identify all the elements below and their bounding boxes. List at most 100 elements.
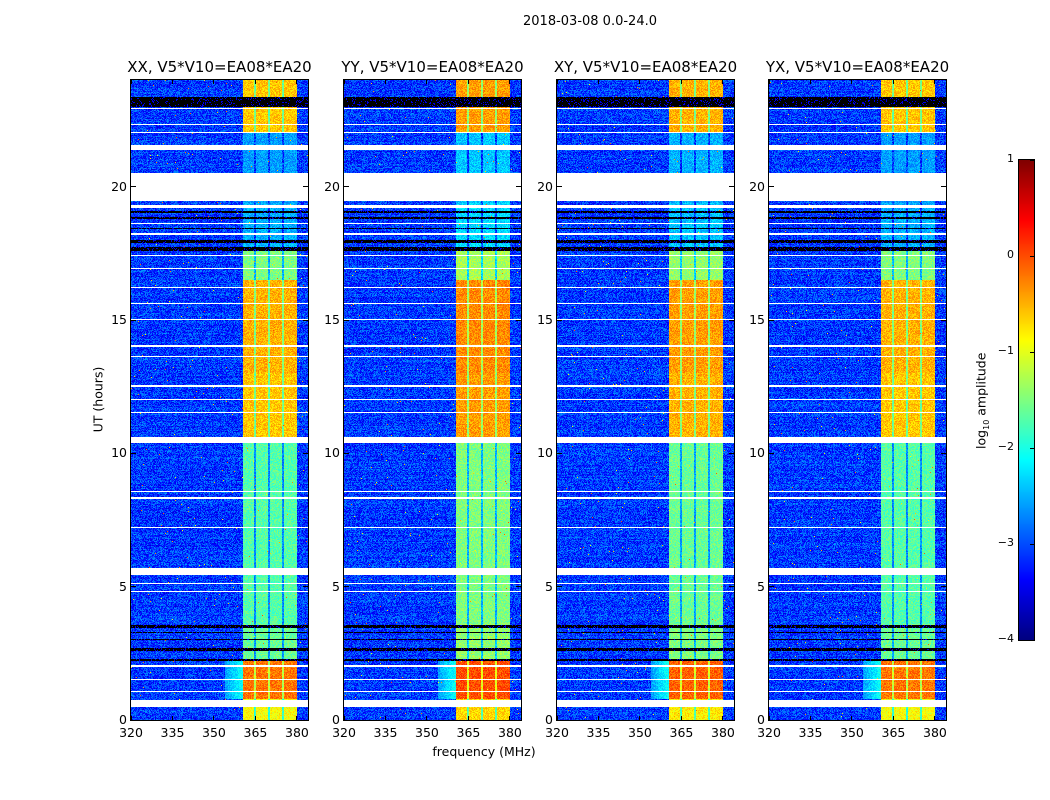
x-axis-label: frequency (MHz)	[432, 744, 536, 759]
x-tick-mark	[384, 80, 386, 84]
x-tick-mark	[556, 80, 558, 84]
y-tick-label: 0	[119, 712, 127, 727]
y-tick-label: 15	[111, 312, 127, 327]
y-tick-mark	[557, 452, 562, 454]
x-tick-mark	[171, 716, 173, 720]
x-tick-label: 335	[586, 725, 611, 740]
y-tick-mark	[344, 186, 349, 188]
y-tick-mark	[131, 186, 136, 188]
panel-xy: XY, V5*V10=EA08*EA20 320 335 350 365 380 0 5 10…	[537, 58, 737, 740]
colorbar-tick-mark	[1030, 639, 1034, 641]
y-tick-mark	[303, 186, 308, 188]
x-tick-mark	[809, 716, 811, 720]
colorbar-tick-label: 0	[1007, 248, 1014, 261]
colorbar-tick-mark	[1030, 159, 1034, 161]
y-tick-label: 10	[749, 445, 765, 461]
y-tick-mark	[303, 319, 308, 321]
y-tick-label: 15	[749, 312, 765, 327]
y-tick-mark	[729, 186, 734, 188]
colorbar-tick-label: −4	[997, 632, 1014, 645]
y-tick-mark	[516, 186, 521, 188]
x-tick-mark	[639, 80, 641, 84]
y-tick-label: 5	[757, 578, 765, 594]
x-tick-label: 365	[669, 725, 694, 740]
panel-xx: XX, V5*V10=EA08*EA20 320 335 350 365 380 0 5 10…	[111, 58, 312, 740]
x-tick-mark	[343, 716, 345, 720]
x-tick-mark	[509, 716, 511, 720]
x-tick-mark	[722, 80, 724, 84]
y-tick-mark	[131, 586, 136, 588]
y-tick-label: 15	[324, 312, 340, 327]
y-tick-mark	[303, 719, 308, 721]
panel-yx: YX, V5*V10=EA08*EA20 320 335 350 365 380 0 5 10…	[749, 58, 949, 740]
x-tick-mark	[680, 716, 682, 720]
x-tick-label: 320	[119, 725, 143, 740]
y-tick-label: 20	[537, 178, 553, 194]
x-tick-mark	[934, 716, 936, 720]
panel-yy: YY, V5*V10=EA08*EA20 320 335 350 365 380 0 5 10…	[324, 58, 524, 740]
colorbar-tick-label: −2	[997, 440, 1014, 453]
y-tick-mark	[516, 719, 521, 721]
y-tick-label: 20	[111, 178, 127, 194]
y-axis-label: UT (hours)	[90, 366, 106, 433]
y-tick-mark	[769, 452, 774, 454]
x-tick-label: 365	[243, 725, 268, 740]
y-tick-mark	[769, 186, 774, 188]
x-tick-label: 320	[757, 725, 781, 740]
y-tick-mark	[516, 319, 521, 321]
x-tick-mark	[639, 716, 641, 720]
x-tick-label: 380	[711, 725, 735, 740]
y-tick-mark	[303, 452, 308, 454]
x-tick-label: 365	[456, 725, 481, 740]
x-tick-mark	[296, 80, 298, 84]
colorbar-tick-label: 1	[1007, 152, 1014, 165]
x-tick-mark	[851, 80, 853, 84]
colorbar-tick-mark	[1030, 543, 1034, 545]
y-tick-mark	[769, 719, 774, 721]
x-tick-mark	[130, 716, 132, 720]
y-tick-mark	[769, 319, 774, 321]
y-tick-mark	[769, 586, 774, 588]
colorbar-tick-mark	[1030, 255, 1034, 257]
x-tick-label: 335	[798, 725, 823, 740]
colorbar-tick-label: −1	[997, 344, 1014, 357]
x-tick-mark	[851, 716, 853, 720]
x-tick-label: 380	[923, 725, 947, 740]
heatmap-yx	[769, 80, 946, 720]
x-tick-mark	[254, 80, 256, 84]
panel-title: YX, V5*V10=EA08*EA20	[765, 58, 950, 76]
y-tick-label: 10	[537, 445, 553, 461]
x-tick-mark	[556, 716, 558, 720]
y-tick-label: 0	[332, 712, 340, 727]
x-tick-mark	[892, 80, 894, 84]
x-tick-mark	[597, 80, 599, 84]
x-tick-mark	[809, 80, 811, 84]
y-tick-mark	[344, 319, 349, 321]
y-tick-label: 5	[545, 578, 553, 594]
figure-title: 2018-03-08 0.0-24.0	[523, 14, 657, 29]
colorbar-label-suffix: amplitude	[973, 352, 989, 420]
y-tick-mark	[729, 452, 734, 454]
x-tick-mark	[213, 716, 215, 720]
y-tick-mark	[729, 586, 734, 588]
y-tick-mark	[941, 586, 946, 588]
heatmap-xx	[131, 80, 308, 720]
y-tick-label: 0	[757, 712, 765, 727]
colorbar-label: log10 amplitude	[973, 341, 991, 461]
x-tick-mark	[722, 716, 724, 720]
y-tick-mark	[941, 319, 946, 321]
colorbar: −4 −3 −2 −1 0 1	[998, 152, 1035, 645]
colorbar-tick-mark	[1030, 447, 1034, 449]
y-tick-label: 10	[111, 445, 127, 461]
panel-title: XY, V5*V10=EA08*EA20	[553, 58, 738, 76]
x-tick-label: 380	[285, 725, 309, 740]
panel-title: XX, V5*V10=EA08*EA20	[127, 58, 312, 76]
y-tick-label: 5	[119, 578, 127, 594]
x-tick-mark	[426, 716, 428, 720]
y-tick-label: 15	[537, 312, 553, 327]
x-tick-label: 350	[628, 725, 652, 740]
x-tick-mark	[213, 80, 215, 84]
y-tick-mark	[729, 719, 734, 721]
x-tick-mark	[296, 716, 298, 720]
x-tick-mark	[130, 80, 132, 84]
